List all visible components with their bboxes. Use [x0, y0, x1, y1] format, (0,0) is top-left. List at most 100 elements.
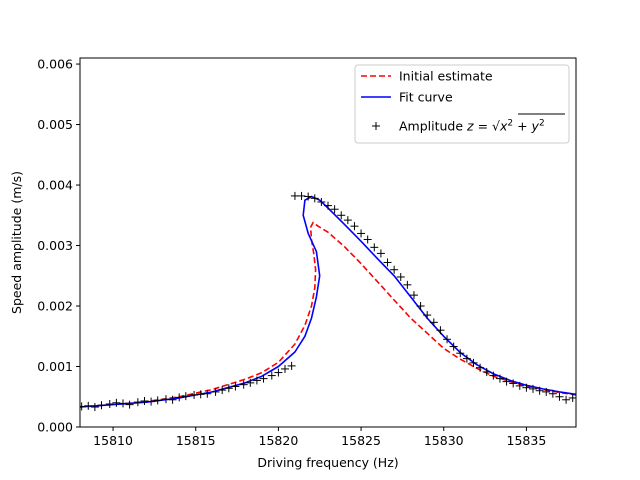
data-point [529, 384, 538, 393]
data-point [337, 211, 346, 220]
legend: Initial estimate Fit curve Amplitude z =… [354, 64, 570, 144]
data-point [224, 384, 233, 393]
data-point [383, 258, 392, 267]
data-point [502, 377, 511, 386]
data-point [246, 378, 255, 387]
data-point [343, 216, 352, 225]
series-line-fit-curve [80, 195, 576, 408]
data-point [259, 374, 268, 383]
data-point [330, 205, 339, 214]
x-tick-label: 15810 [93, 433, 133, 448]
data-point [562, 395, 571, 404]
data-point [317, 197, 326, 206]
legend-swatch-amplitude [372, 122, 380, 130]
data-point [456, 349, 465, 358]
series-line-initial-estimate [80, 221, 576, 408]
data-point [489, 371, 498, 380]
data-point [555, 392, 564, 401]
x-tick-label: 15835 [507, 433, 547, 448]
y-tick-label: 0.002 [37, 299, 73, 314]
data-point [140, 396, 149, 405]
data-point [133, 398, 142, 407]
x-axis-label: Driving frequency (Hz) [257, 455, 398, 470]
data-point [175, 393, 184, 402]
legend-marker-plus [372, 122, 380, 130]
legend-label-fit-curve: Fit curve [399, 90, 453, 105]
data-point [495, 374, 504, 383]
data-point [370, 243, 379, 252]
y-axis: 0.000 0.001 0.002 0.003 0.004 0.005 0.006 [37, 57, 80, 435]
x-tick-label: 15830 [424, 433, 464, 448]
data-point [112, 398, 121, 407]
data-point [357, 229, 366, 238]
x-axis: 15810 15815 15820 15825 15830 15835 [93, 427, 546, 448]
data-point [267, 371, 276, 380]
data-point [274, 368, 283, 377]
data-point [97, 401, 106, 410]
data-point [396, 272, 405, 281]
data-point [304, 192, 313, 201]
data-point [196, 390, 205, 399]
data-point [535, 386, 544, 395]
y-axis-label: Speed amplitude (m/s) [9, 171, 24, 314]
legend-box [354, 64, 570, 144]
data-point [211, 387, 220, 396]
data-point [287, 361, 296, 370]
series-points-amplitude [80, 191, 576, 412]
data-point [297, 191, 306, 200]
data-point [310, 194, 319, 203]
data-point [482, 367, 491, 376]
data-point [105, 400, 114, 409]
legend-label-amplitude: Amplitude z = √x2 + y2 [399, 119, 545, 134]
legend-label-initial-estimate: Initial estimate [399, 69, 493, 84]
data-point [429, 318, 438, 327]
data-point [181, 392, 190, 401]
data-point [542, 387, 551, 396]
data-point [522, 383, 531, 392]
data-point [153, 396, 162, 405]
data-point [423, 311, 432, 320]
data-point [548, 389, 557, 398]
data-point [363, 235, 372, 244]
plot-frame [79, 57, 577, 428]
data-point [469, 358, 478, 367]
data-point [281, 364, 290, 373]
data-point [376, 249, 385, 258]
data-point [203, 389, 212, 398]
y-tick-label: 0.003 [37, 238, 73, 253]
data-point [416, 302, 425, 311]
data-point [350, 222, 359, 231]
data-point [168, 395, 177, 404]
data-point [84, 401, 93, 410]
y-tick-label: 0.000 [37, 420, 73, 435]
data-point [147, 397, 156, 406]
data-point [190, 390, 199, 399]
data-point [436, 326, 445, 335]
series-layer [80, 191, 576, 412]
data-point [239, 380, 248, 389]
data-point [118, 399, 127, 408]
data-point [218, 386, 227, 395]
data-point [509, 379, 518, 388]
x-tick-label: 15815 [176, 433, 216, 448]
y-tick-label: 0.005 [37, 117, 73, 132]
y-tick-label: 0.006 [37, 57, 73, 72]
data-point [403, 280, 412, 289]
data-point [462, 354, 471, 363]
data-point [125, 400, 134, 409]
data-point [476, 363, 485, 372]
data-point [409, 291, 418, 300]
data-point [515, 381, 524, 390]
data-point [90, 403, 99, 412]
y-tick-label: 0.004 [37, 178, 73, 193]
data-point [161, 395, 170, 404]
data-point [252, 376, 261, 385]
data-point [390, 265, 399, 274]
x-tick-label: 15820 [259, 433, 299, 448]
data-point [568, 393, 576, 402]
data-point [231, 382, 240, 391]
data-point [80, 402, 86, 411]
data-point [443, 335, 452, 344]
x-tick-label: 15825 [341, 433, 381, 448]
